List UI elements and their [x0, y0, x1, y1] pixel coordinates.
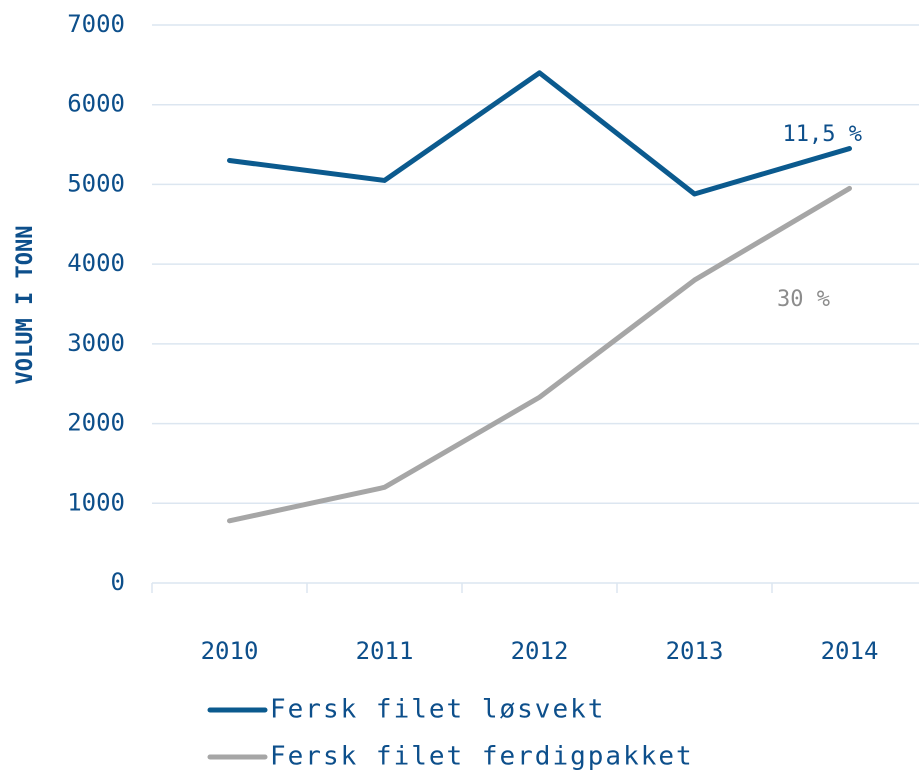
y-tick-label: 1000	[67, 488, 125, 516]
y-tick-label: 2000	[67, 409, 125, 437]
x-tick-label: 2011	[356, 637, 414, 665]
x-tick-label: 2014	[821, 637, 879, 665]
legend-label: Fersk filet løsvekt	[270, 695, 605, 725]
annotation: 11,5 %	[783, 122, 862, 147]
x-tick-label: 2012	[511, 637, 569, 665]
y-tick-label: 5000	[67, 169, 125, 197]
series-line	[227, 185, 852, 524]
annotation: 30 %	[777, 287, 830, 312]
y-tick-label: 3000	[67, 329, 125, 357]
series-line	[227, 70, 852, 197]
y-axis-label: VOLUM I TONN	[13, 226, 38, 385]
x-tick-label: 2010	[201, 637, 259, 665]
y-tick-label: 7000	[67, 10, 125, 38]
y-tick-label: 6000	[67, 90, 125, 118]
legend-label: Fersk filet ferdigpakket	[270, 742, 694, 772]
y-tick-label: 0	[111, 568, 125, 596]
y-tick-label: 4000	[67, 249, 125, 277]
x-tick-label: 2013	[666, 637, 724, 665]
